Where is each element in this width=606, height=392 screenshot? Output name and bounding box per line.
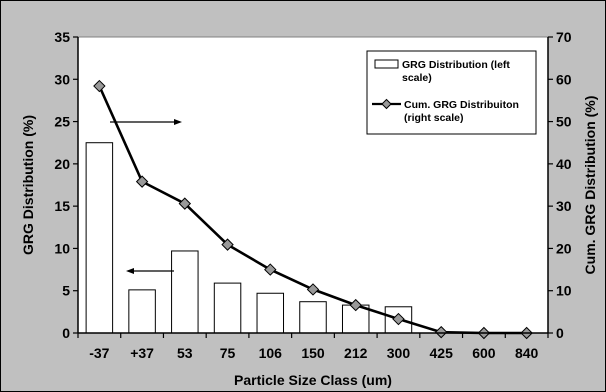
- bar-106: [256, 292, 285, 334]
- legend-label-line-line-2: (right scale): [404, 112, 464, 124]
- legend-line-marker: [381, 98, 392, 110]
- legend-label-line-line-1: Cum. GRG Distribuiton: [404, 99, 519, 111]
- x-tick-label-300: 300: [387, 345, 411, 361]
- bar-53: [171, 250, 199, 334]
- x-tick-label-53: 53: [177, 345, 193, 361]
- right-tick-label: 20: [556, 240, 572, 256]
- x-tick-label-+37: +37: [130, 345, 154, 361]
- right-tick-label: 10: [556, 283, 572, 299]
- right-tick-label: 30: [556, 198, 572, 214]
- left-tick-label: 5: [62, 283, 70, 299]
- x-tick-label-106: 106: [259, 345, 283, 361]
- right-tick-label: 0: [556, 325, 564, 341]
- x-tick-label-75: 75: [220, 345, 236, 361]
- right-tick-label: 60: [556, 71, 572, 87]
- line-marker-150: [306, 283, 320, 296]
- x-tick-label-212: 212: [344, 345, 368, 361]
- x-tick-label--37: -37: [89, 345, 109, 361]
- x-tick-label-150: 150: [301, 345, 325, 361]
- right-tick-label: 70: [556, 29, 572, 45]
- line-marker-212: [349, 298, 362, 312]
- legend-bar-swatch: [374, 59, 399, 69]
- x-tick-label-600: 600: [472, 345, 496, 361]
- left-tick-label: 30: [54, 71, 70, 87]
- line-marker-53: [178, 197, 192, 210]
- line-marker-+37: [135, 175, 149, 188]
- line-marker-75: [221, 238, 234, 251]
- legend-label-bar-line-2: scale): [402, 72, 432, 84]
- left-tick-label: 15: [54, 198, 70, 214]
- line-marker-106: [264, 263, 277, 276]
- bar-+37: [128, 289, 156, 334]
- x-tick-label-425: 425: [430, 345, 454, 361]
- left-tick-label: 25: [54, 114, 70, 130]
- bar-150: [299, 301, 327, 334]
- line-marker-300: [392, 312, 405, 326]
- x-axis-title: Particle Size Class (um): [234, 372, 392, 388]
- arrow-right-head: [174, 119, 182, 125]
- line-marker-425: [434, 325, 448, 339]
- line-marker--37: [93, 79, 106, 93]
- arrow-left-head: [126, 268, 134, 274]
- x-tick-label-840: 840: [515, 345, 539, 361]
- left-tick-label: 0: [62, 325, 70, 341]
- left-tick-label: 20: [54, 156, 70, 172]
- right-tick-label: 40: [556, 156, 572, 172]
- left-axis-title: GRG Distribution (%): [20, 115, 36, 255]
- left-tick-label: 10: [54, 240, 70, 256]
- bar-75: [213, 282, 242, 334]
- bar--37: [85, 142, 114, 334]
- legend-label-bar-line-1: GRG Distribution (left: [402, 59, 510, 71]
- right-tick-label: 50: [556, 114, 572, 130]
- left-tick-label: 35: [54, 29, 70, 45]
- right-axis-title: Cum. GRG Distribution (%): [582, 96, 598, 275]
